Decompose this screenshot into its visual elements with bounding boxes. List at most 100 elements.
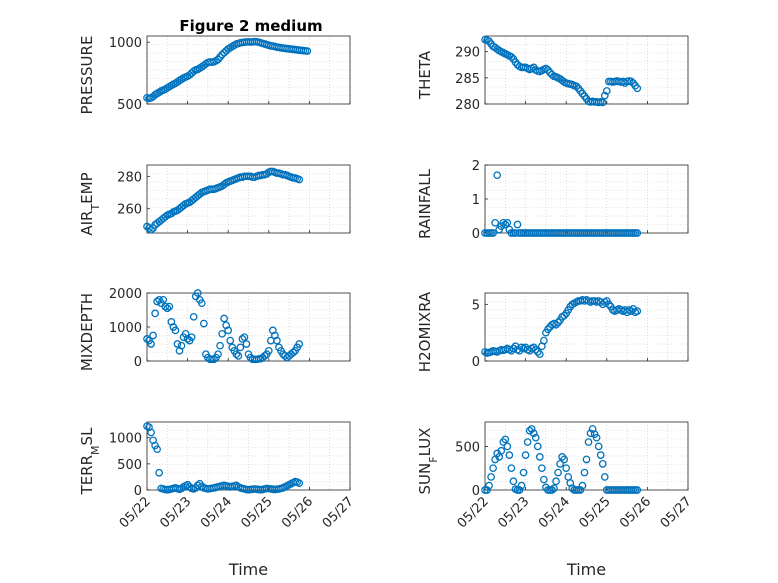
- pressure-ytick-label-0: 500: [117, 98, 142, 113]
- rainfall-ytick-label-0: 0: [472, 227, 480, 242]
- theta-point: [507, 53, 516, 61]
- sun_flux-point: [552, 477, 560, 486]
- mixdepth-ytick-label-2: 2000: [109, 287, 142, 302]
- theta-point: [548, 70, 556, 79]
- terr_msl-xtick-label-2: 05/24: [198, 494, 235, 531]
- axes-rainfall: 0 1 2 RAINFALL: [416, 159, 689, 242]
- sun_flux-point: [580, 468, 589, 477]
- mixdepth-point: [143, 335, 151, 343]
- mixdepth-point: [295, 340, 304, 348]
- terr_msl-ytick-label-1: 500: [117, 458, 142, 473]
- theta-ylabel: THETA: [416, 50, 434, 100]
- mixdepth-point: [236, 343, 245, 352]
- pressure-ytick-label-1: 1000: [109, 36, 142, 51]
- sun_flux-point: [540, 475, 548, 484]
- sun_flux-point: [578, 481, 587, 490]
- h2omixra-point: [535, 350, 544, 359]
- theta-ytick-label-2: 290: [455, 46, 480, 61]
- sun_flux-point: [562, 464, 571, 473]
- sun_flux-point: [548, 486, 556, 494]
- axes-sun_flux: 0 500 05/22 05/23 05/24 05/25 05/26 05/27 SUNFLU…: [416, 421, 695, 579]
- h2omixra-point: [531, 345, 540, 354]
- theta-point: [542, 64, 550, 73]
- mixdepth-point: [147, 340, 155, 348]
- sun_flux-xtick-label-4: 05/26: [617, 494, 654, 531]
- air_temp-ylabel: AIRTEMP: [78, 172, 102, 235]
- mixdepth-point: [187, 333, 196, 342]
- terr_msl-ylabel: TERRMSL: [78, 427, 102, 496]
- mixdepth-point: [177, 341, 186, 350]
- axes-mixdepth: 0 1000 2000 MIXDEPTH: [78, 287, 351, 371]
- air_temp-point: [195, 190, 204, 198]
- rainfall-point: [499, 218, 508, 227]
- h2omixra-ytick-label-1: 5: [472, 298, 480, 313]
- h2omixra-point: [560, 311, 569, 320]
- sun_flux-point: [521, 451, 530, 459]
- mixdepth-point: [264, 346, 273, 355]
- sun_flux-ytick-label-1: 500: [455, 440, 480, 455]
- rainfall-ytick-label-2: 2: [472, 159, 480, 174]
- mixdepth-point: [151, 309, 159, 318]
- terr_msl-point: [295, 479, 304, 488]
- sun_flux-point: [489, 464, 497, 473]
- sun_flux-point: [487, 473, 495, 481]
- sun_flux-point: [517, 481, 526, 490]
- terr_msl-point: [147, 428, 155, 437]
- theta-point: [627, 77, 636, 86]
- mixdepth-ytick-label-1: 1000: [109, 321, 142, 336]
- mixdepth-point: [214, 350, 222, 359]
- sun_flux-point: [531, 433, 540, 442]
- sun_flux-point: [497, 446, 506, 455]
- rainfall-ytick-label-1: 1: [472, 193, 480, 208]
- terr_msl-xlabel: Time: [228, 560, 268, 579]
- theta-point: [598, 98, 607, 107]
- air_temp-point: [179, 201, 188, 210]
- rainfall-point: [633, 229, 642, 237]
- terr_msl-xtick-label-0: 05/22: [117, 494, 154, 531]
- rainfall-ylabel: RAINFALL: [416, 168, 434, 239]
- terr_msl-point: [155, 468, 164, 477]
- h2omixra-ylabel: H2OMIXRA: [416, 291, 434, 372]
- h2omixra-point: [552, 320, 560, 329]
- theta-ytick-label-0: 280: [455, 98, 480, 113]
- mixdepth-point: [218, 329, 226, 338]
- sun_flux-point: [584, 438, 593, 446]
- sun_flux-point: [554, 468, 562, 477]
- air_temp-point: [295, 175, 304, 184]
- air_temp-point: [147, 225, 155, 234]
- pressure-ylabel: PRESSURE: [78, 36, 96, 115]
- mixdepth-point: [240, 333, 249, 342]
- terr_msl-xtick-label-4: 05/26: [279, 494, 316, 531]
- mixdepth-ylabel: MIXDEPTH: [78, 293, 96, 371]
- mixdepth-point: [199, 319, 208, 328]
- theta-point: [600, 91, 609, 100]
- sun_flux-point: [586, 429, 595, 438]
- mixdepth-point: [242, 340, 251, 348]
- sun_flux-point: [483, 486, 491, 494]
- mixdepth-point: [220, 314, 228, 323]
- sun_flux-point: [529, 429, 538, 438]
- air_temp-point: [220, 180, 228, 189]
- rainfall-point: [491, 218, 499, 227]
- axes-theta: 280 285 290 THETA: [416, 35, 689, 113]
- sun_flux-xtick-label-2: 05/24: [536, 494, 573, 531]
- sun_flux-point: [537, 464, 546, 473]
- air_temp-point: [161, 212, 170, 221]
- air_temp-axes-frame: [146, 164, 351, 234]
- h2omixra-point: [623, 308, 631, 317]
- theta-point: [572, 82, 581, 91]
- sun_flux-point: [535, 453, 544, 461]
- terr_msl-xtick-label-3: 05/25: [239, 494, 276, 531]
- sun_flux-point: [519, 468, 528, 477]
- mixdepth-point: [173, 340, 182, 348]
- sun_flux-point: [509, 477, 518, 486]
- h2omixra-axes-frame: [484, 292, 689, 362]
- axes-pressure: 500 1000 PRESSURE: [78, 35, 351, 115]
- mixdepth-point: [216, 341, 224, 350]
- mixdepth-point: [226, 336, 235, 345]
- sun_flux-point: [592, 433, 601, 442]
- rainfall-point: [513, 220, 522, 229]
- mixdepth-point: [193, 289, 202, 297]
- pressure-axes-frame: [146, 35, 351, 105]
